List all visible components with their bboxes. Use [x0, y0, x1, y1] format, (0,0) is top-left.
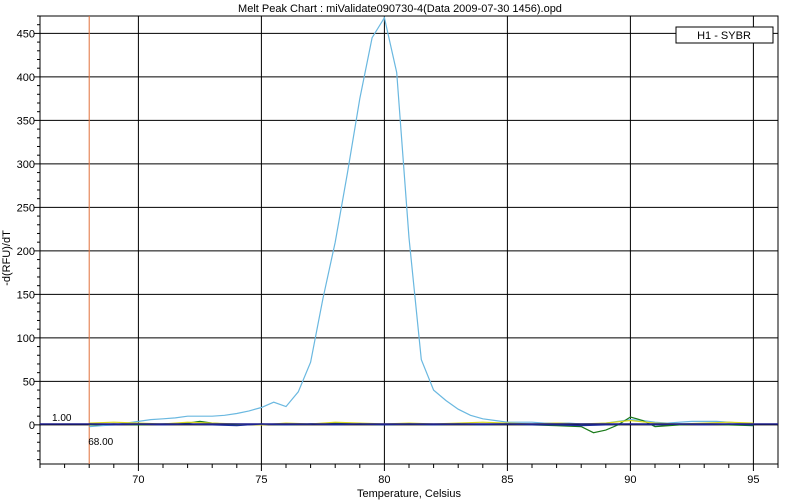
y-axis-label: -d(RFU)/dT: [1, 230, 13, 286]
y-tick-label: 450: [17, 28, 35, 40]
threshold-label: 1.00: [52, 413, 72, 424]
x-tick-label: 90: [624, 474, 636, 486]
temperature-marker-label: 68.00: [88, 437, 113, 448]
x-tick-label: 75: [255, 474, 267, 486]
y-tick-label: 150: [17, 289, 35, 301]
y-tick-label: 350: [17, 115, 35, 127]
chart-title: Melt Peak Chart : miValidate090730-4(Dat…: [238, 3, 562, 15]
marker-layer: 68.00 1.00: [52, 16, 114, 464]
y-tick-label: 200: [17, 246, 35, 258]
x-tick-label: 85: [501, 474, 513, 486]
y-tick-label: 250: [17, 202, 35, 214]
x-tick-label: 95: [747, 474, 759, 486]
axis-ticks: 70 75 80 85 90 95 0 50 100 150 200 250 300 350 400 450: [17, 15, 779, 486]
y-tick-label: 300: [17, 159, 35, 171]
legend-entry: H1 - SYBR: [697, 30, 751, 42]
y-tick-label: 0: [29, 420, 35, 432]
y-tick-label: 50: [23, 376, 35, 388]
x-axis-label: Temperature, Celsius: [357, 488, 461, 500]
legend-box: [675, 26, 774, 44]
y-tick-label: 400: [17, 72, 35, 84]
x-tick-label: 70: [132, 474, 144, 486]
x-tick-label: 80: [378, 474, 390, 486]
legend: H1 - SYBR: [675, 26, 774, 44]
y-tick-label: 100: [17, 333, 35, 345]
series-layer: [40, 16, 778, 434]
